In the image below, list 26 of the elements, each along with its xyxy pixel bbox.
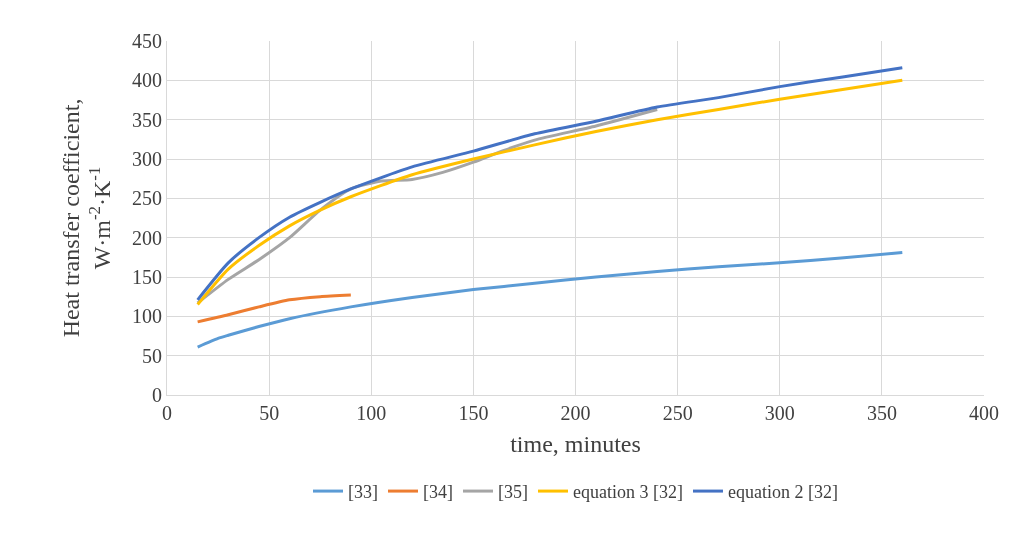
x-tick-label: 100 <box>356 402 387 424</box>
x-tick-label: 400 <box>969 402 999 424</box>
x-axis-title: time, minutes <box>510 431 641 458</box>
legend-label: [35] <box>498 482 528 503</box>
y-tick-label: 400 <box>132 69 162 92</box>
y-tick-label: 300 <box>132 148 162 170</box>
x-tick-label: 150 <box>458 402 489 424</box>
legend-label: equation 3 [32] <box>573 482 683 503</box>
x-tick-label: 350 <box>866 402 897 424</box>
line-series <box>196 293 353 324</box>
legend-label: [33] <box>348 482 378 503</box>
x-tick-label: 50 <box>259 402 280 424</box>
y-tick-label: 450 <box>132 30 162 52</box>
y-tick-label: 200 <box>132 226 162 249</box>
y-tick-label: 50 <box>142 344 162 367</box>
x-tick-label: 200 <box>560 402 591 424</box>
x-tick-label: 250 <box>662 402 693 424</box>
legend-label: [34] <box>423 482 453 503</box>
x-tick-label: 300 <box>764 402 795 424</box>
legend-label: equation 2 [32] <box>727 482 838 503</box>
y-tick-label: 100 <box>132 305 162 328</box>
y-tick-label: 350 <box>132 108 162 131</box>
y-tick-label: 250 <box>132 187 162 210</box>
y-tick-label: 150 <box>132 266 162 288</box>
y-tick-label: 0 <box>152 384 162 406</box>
line-series <box>196 251 904 349</box>
